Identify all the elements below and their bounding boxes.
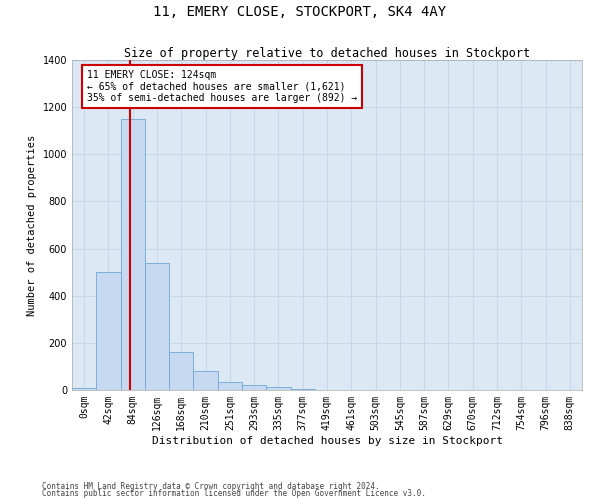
Title: Size of property relative to detached houses in Stockport: Size of property relative to detached ho… bbox=[124, 47, 530, 60]
X-axis label: Distribution of detached houses by size in Stockport: Distribution of detached houses by size … bbox=[151, 436, 503, 446]
Bar bbox=[121, 119, 145, 390]
Bar bbox=[218, 382, 242, 390]
Bar bbox=[145, 262, 169, 390]
Bar bbox=[290, 389, 315, 390]
Y-axis label: Number of detached properties: Number of detached properties bbox=[27, 134, 37, 316]
Bar bbox=[72, 388, 96, 390]
Bar bbox=[266, 387, 290, 390]
Text: 11 EMERY CLOSE: 124sqm
← 65% of detached houses are smaller (1,621)
35% of semi-: 11 EMERY CLOSE: 124sqm ← 65% of detached… bbox=[88, 70, 358, 103]
Bar bbox=[242, 385, 266, 390]
Text: 11, EMERY CLOSE, STOCKPORT, SK4 4AY: 11, EMERY CLOSE, STOCKPORT, SK4 4AY bbox=[154, 5, 446, 19]
Bar bbox=[169, 352, 193, 390]
Bar bbox=[96, 272, 121, 390]
Text: Contains HM Land Registry data © Crown copyright and database right 2024.: Contains HM Land Registry data © Crown c… bbox=[42, 482, 380, 491]
Text: Contains public sector information licensed under the Open Government Licence v3: Contains public sector information licen… bbox=[42, 489, 426, 498]
Bar bbox=[193, 371, 218, 390]
